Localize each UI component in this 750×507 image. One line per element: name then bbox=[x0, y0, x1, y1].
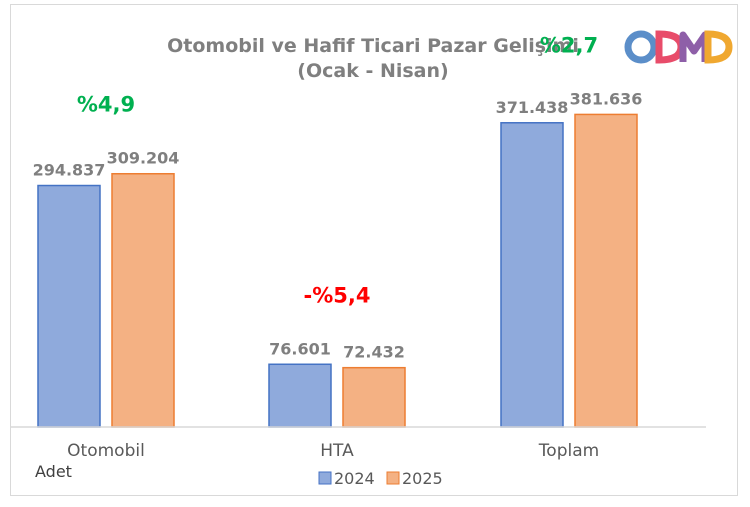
legend-label-2024: 2024 bbox=[334, 469, 375, 488]
value-label: 76.601 bbox=[269, 339, 331, 358]
legend-swatch-2025 bbox=[386, 471, 400, 485]
bar-hta-2024 bbox=[268, 363, 332, 428]
odmd-logo bbox=[624, 30, 733, 64]
change-label: %2,7 bbox=[540, 33, 598, 57]
chart-subtitle: (Ocak - Nisan) bbox=[297, 60, 448, 82]
value-label: 72.432 bbox=[343, 343, 405, 362]
logo-d2-shape bbox=[704, 30, 733, 64]
legend-swatch-2024 bbox=[318, 471, 332, 485]
chart-frame: Otomobil ve Hafif Ticari Pazar Gelişimi … bbox=[10, 4, 738, 496]
bar-otomobil-2024 bbox=[37, 184, 101, 428]
category-labels: Otomobil HTA Toplam bbox=[67, 441, 599, 461]
category-label: HTA bbox=[320, 441, 354, 461]
legend-label-2025: 2025 bbox=[402, 469, 443, 488]
chart-title: Otomobil ve Hafif Ticari Pazar Gelişimi bbox=[167, 35, 579, 57]
category-label: Toplam bbox=[538, 441, 599, 461]
logo-m-shape bbox=[679, 31, 709, 62]
value-label: 371.438 bbox=[496, 98, 569, 117]
bar-hta-2025 bbox=[342, 366, 406, 428]
unit-label: Adet bbox=[35, 462, 72, 481]
logo-d-shape bbox=[655, 30, 685, 64]
change-label: -%5,4 bbox=[304, 283, 371, 307]
value-label: 381.636 bbox=[570, 89, 643, 108]
bar-toplam-2024 bbox=[500, 122, 564, 428]
bar-otomobil-2025 bbox=[111, 172, 175, 428]
change-label: %4,9 bbox=[77, 93, 135, 117]
bar-toplam-2025 bbox=[574, 113, 638, 428]
category-label: Otomobil bbox=[67, 441, 145, 461]
value-label: 294.837 bbox=[33, 161, 106, 180]
logo-o-shape bbox=[624, 30, 658, 64]
value-label: 309.204 bbox=[107, 149, 180, 168]
bar-chart: Otomobil ve Hafif Ticari Pazar Gelişimi … bbox=[11, 30, 733, 488]
legend: 2024 2025 bbox=[318, 469, 443, 488]
